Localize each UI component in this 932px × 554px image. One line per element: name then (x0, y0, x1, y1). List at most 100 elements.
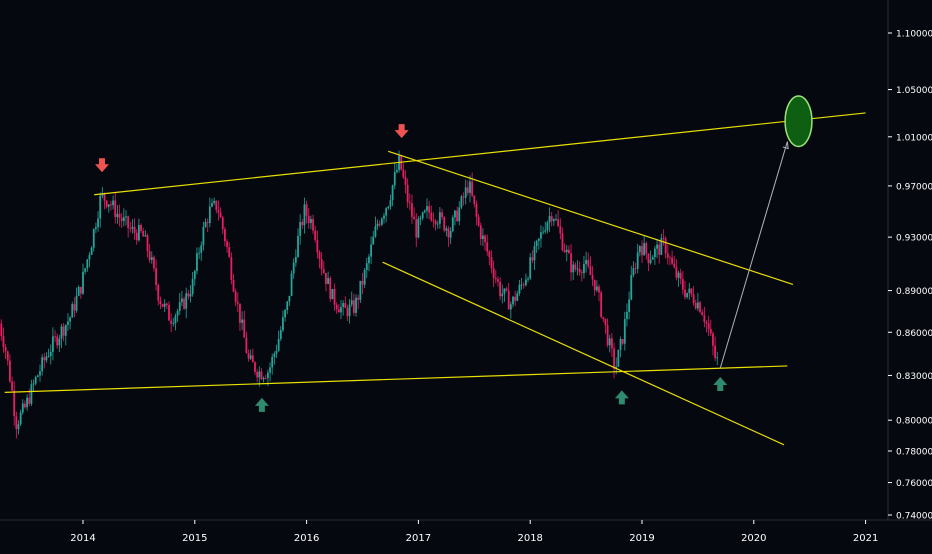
candle-body (93, 229, 95, 248)
candle-body (613, 349, 615, 369)
candle-body (39, 371, 41, 375)
candle-body (607, 325, 609, 345)
candle-body (108, 204, 110, 206)
candle-body (172, 323, 174, 324)
up-arrow-icon (255, 398, 269, 412)
candle-body (136, 233, 138, 240)
candle-body (699, 302, 701, 312)
candle-body (117, 214, 119, 217)
candle-body (448, 228, 450, 237)
candle-body (286, 302, 288, 311)
candle-body (379, 224, 381, 225)
candle-body (512, 297, 514, 305)
candle-body (265, 378, 267, 379)
candle-body (525, 280, 527, 286)
y-tick-label: 0.93000 (896, 234, 932, 244)
candle-body (276, 351, 278, 354)
candle-body (13, 390, 15, 416)
candle-body (203, 227, 205, 245)
candle-body (628, 299, 630, 312)
candle-body (643, 243, 645, 255)
candle-body (467, 187, 469, 192)
candle-body (402, 170, 404, 178)
candle-body (112, 201, 114, 206)
candle-body (407, 185, 409, 202)
candle-body (3, 336, 5, 347)
candle-body (650, 260, 652, 263)
candle-body (15, 416, 17, 429)
y-tick-label: 0.83000 (896, 372, 932, 382)
candle-body (215, 201, 217, 210)
candle-body (544, 230, 546, 231)
candle-body (385, 208, 387, 215)
candle-body (433, 220, 435, 221)
candle-body (437, 224, 439, 225)
candle-body (469, 182, 471, 193)
candle-body (418, 219, 420, 238)
candle-body (140, 225, 142, 231)
projection-arrow-line (720, 142, 787, 369)
candle-body (220, 213, 222, 218)
candle-body (703, 315, 705, 322)
candle-body (246, 338, 248, 353)
x-tick-label: 2015 (182, 533, 207, 544)
x-tick-label: 2017 (406, 533, 431, 544)
candle-body (424, 211, 426, 213)
candle-body (411, 203, 413, 217)
candle-body (568, 250, 570, 253)
candle-body (381, 219, 383, 225)
candle-body (256, 372, 258, 377)
candle-body (168, 305, 170, 321)
candle-body (579, 269, 581, 273)
up-arrow-icon (615, 390, 629, 404)
candle-body (531, 257, 533, 260)
candle-body (676, 267, 678, 278)
candle-body (194, 271, 196, 279)
candle-body (656, 245, 658, 249)
candle-body (392, 185, 394, 200)
candle-body (308, 216, 310, 223)
candle-body (196, 253, 198, 271)
candle-body (508, 290, 510, 309)
candle-body (310, 219, 312, 223)
candle-body (480, 225, 482, 239)
candle-body (658, 245, 660, 255)
candle-body (297, 236, 299, 257)
candle-body (46, 356, 48, 360)
candle-body (33, 383, 35, 384)
candle-body (667, 253, 669, 257)
candle-body (441, 212, 443, 217)
candle-body (170, 321, 172, 324)
candle-body (605, 319, 607, 325)
candle-body (155, 268, 157, 285)
candle-body (207, 222, 209, 223)
candle-body (22, 403, 24, 412)
candle-body (420, 218, 422, 219)
candle-body (538, 239, 540, 241)
candle-body (160, 301, 162, 305)
candle-body (364, 270, 366, 285)
candle-body (293, 263, 295, 274)
candle-body (89, 255, 91, 260)
candle-body (177, 311, 179, 316)
candle-body (151, 257, 153, 260)
candle-body (127, 216, 129, 228)
candle-body (280, 330, 282, 339)
candle-body (415, 219, 417, 237)
upper-resistance-line (94, 113, 865, 195)
candle-body (471, 182, 473, 196)
time-axis-panel (0, 520, 932, 550)
candle-body (452, 217, 454, 231)
x-tick-label: 2021 (853, 533, 878, 544)
candle-body (553, 219, 555, 221)
candle-body (125, 216, 127, 217)
candle-body (501, 294, 503, 296)
candle-body (187, 293, 189, 296)
candle-body (228, 247, 230, 257)
candle-body (456, 211, 458, 221)
up-arrow-icon (713, 377, 727, 391)
candle-body (422, 212, 424, 218)
candle-body (261, 372, 263, 380)
